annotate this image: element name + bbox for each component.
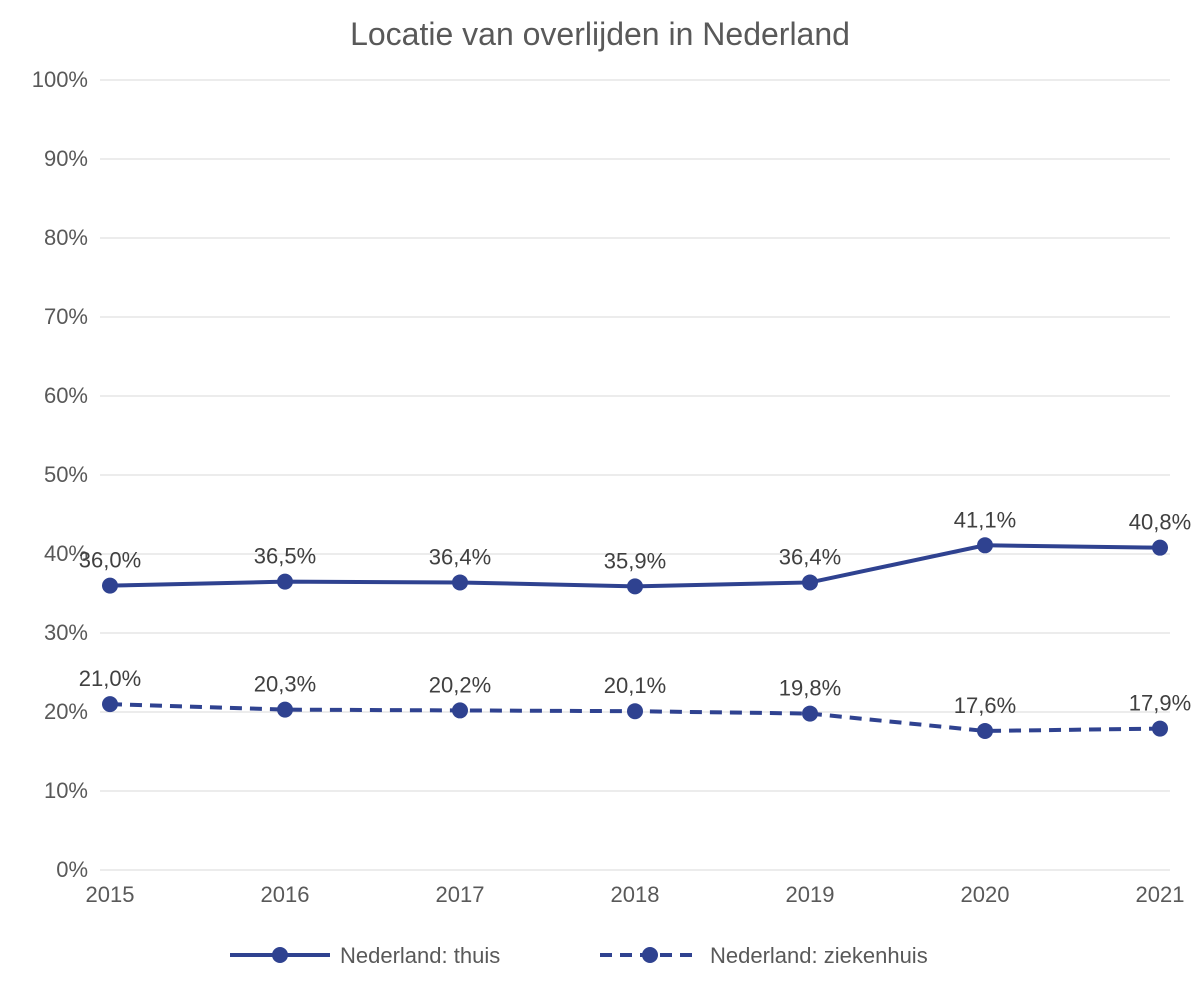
series-marker [277,574,293,590]
legend-label: Nederland: thuis [340,943,500,968]
series-marker [452,702,468,718]
y-axis-tick-label: 0% [56,857,88,882]
series-marker [102,578,118,594]
data-label: 17,9% [1129,691,1191,716]
series-marker [452,574,468,590]
y-axis-tick-label: 60% [44,383,88,408]
data-label: 41,1% [954,507,1016,532]
data-label: 20,3% [254,672,316,697]
data-label: 20,2% [429,672,491,697]
data-label: 35,9% [604,548,666,573]
chart-background [0,0,1200,1000]
data-label: 36,4% [429,544,491,569]
series-marker [802,574,818,590]
y-axis-tick-label: 20% [44,699,88,724]
x-axis-tick-label: 2021 [1136,882,1185,907]
legend-label: Nederland: ziekenhuis [710,943,928,968]
data-label: 36,4% [779,544,841,569]
legend-swatch-marker [642,947,658,963]
x-axis-tick-label: 2016 [261,882,310,907]
x-axis-tick-label: 2015 [86,882,135,907]
x-axis-tick-label: 2019 [786,882,835,907]
y-axis-tick-label: 80% [44,225,88,250]
series-marker [102,696,118,712]
legend-swatch-marker [272,947,288,963]
chart-container: Locatie van overlijden in Nederland 0% 10%… [0,0,1200,1000]
y-axis-tick-label: 70% [44,304,88,329]
chart-title: Locatie van overlijden in Nederland [350,16,850,52]
data-label: 36,5% [254,544,316,569]
series-marker [977,723,993,739]
data-label: 19,8% [779,676,841,701]
data-label: 36,0% [79,548,141,573]
series-marker [627,703,643,719]
data-label: 40,8% [1129,510,1191,535]
data-label: 20,1% [604,673,666,698]
y-axis-tick-label: 50% [44,462,88,487]
x-axis-tick-label: 2018 [611,882,660,907]
series-marker [277,702,293,718]
y-axis-tick-label: 30% [44,620,88,645]
y-axis-tick-label: 10% [44,778,88,803]
data-label: 21,0% [79,666,141,691]
series-marker [627,578,643,594]
series-marker [977,537,993,553]
y-axis-tick-label: 90% [44,146,88,171]
x-axis-tick-label: 2017 [436,882,485,907]
series-marker [1152,540,1168,556]
data-label: 17,6% [954,693,1016,718]
series-marker [1152,721,1168,737]
series-marker [802,706,818,722]
y-axis-tick-label: 100% [32,67,88,92]
x-axis-tick-label: 2020 [961,882,1010,907]
